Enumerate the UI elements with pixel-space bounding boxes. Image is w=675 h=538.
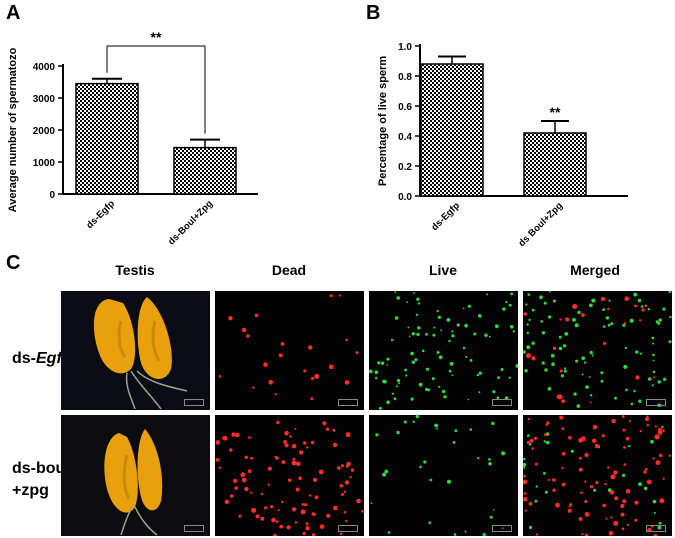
scale-bar: [492, 525, 512, 532]
y-axis-label: Percentage of live sperm: [377, 56, 389, 186]
y-tick-label: 3000: [33, 94, 56, 105]
bar-1: [420, 63, 484, 197]
scale-bar: [338, 399, 358, 406]
column-title-testis: Testis: [115, 262, 155, 278]
y-tick-label: 0.6: [398, 102, 412, 113]
scale-bar: [184, 525, 204, 532]
row-label-egfp-prefix: ds-: [12, 350, 36, 367]
y-tick-label: 0.8: [398, 72, 412, 83]
y-tick-label: 0.0: [398, 192, 412, 203]
column-title-live: Live: [428, 262, 457, 278]
panel-letter-b: B: [366, 2, 381, 24]
significance-bracket: [106, 45, 206, 134]
y-tick-label: 1.0: [398, 42, 412, 53]
testis-lobe-right: [137, 297, 172, 380]
micrograph-dead-egfp: [215, 291, 364, 410]
panel-letter-c: C: [6, 252, 21, 274]
y-tick-label: 0.2: [398, 162, 412, 173]
row-label-boul-zpg: ds-boul +zpg: [12, 458, 70, 502]
scale-bar: [184, 399, 204, 406]
column-title-merged: Merged: [570, 262, 620, 278]
chart-b: 0.0 0.2 0.4 0.6 0.8 1.0 Percentage of live spe…: [377, 42, 628, 249]
micrograph-live-boul-zpg: [369, 415, 518, 536]
significance-marker: **: [151, 29, 162, 45]
row-label-boul: ds-boul: [12, 460, 70, 477]
scale-bar: [492, 399, 512, 406]
x-tick-label: ds-Egfp: [84, 198, 117, 231]
x-tick-label: ds-Egfp: [429, 200, 462, 233]
row-label-zpg: +zpg: [12, 482, 49, 499]
testis-lobe-right: [137, 429, 163, 511]
y-tick-label: 0: [49, 190, 55, 201]
x-tick-label: ds-Boul+Zpg: [166, 198, 215, 247]
micrograph-merged-egfp: [523, 291, 672, 410]
micrograph-testis-boul-zpg: [61, 415, 210, 536]
y-tick-label: 4000: [33, 62, 56, 73]
y-axis-label: Average number of spermatozo: [7, 47, 19, 212]
micrograph-testis-egfp: [61, 291, 210, 410]
scale-bar: [646, 525, 666, 532]
scale-bar: [338, 525, 358, 532]
significance-marker: **: [550, 104, 561, 120]
bar-2: [523, 132, 587, 197]
column-title-dead: Dead: [271, 262, 307, 278]
y-tick-label: 1000: [33, 158, 56, 169]
testis-lobe-left: [104, 433, 138, 513]
panel-letter-a: A: [6, 2, 21, 24]
micrograph-merged-boul-zpg: [523, 415, 672, 536]
micrograph-dead-boul-zpg: [215, 415, 364, 536]
x-tick-label: ds Boul+Zpg: [516, 200, 565, 249]
chart-a: 0 1000 2000 3000 4000 Average number of sperm…: [7, 29, 258, 247]
y-tick-label: 2000: [33, 126, 56, 137]
micrograph-live-egfp: [369, 291, 518, 410]
bar-2: [173, 146, 237, 195]
bar-1: [75, 82, 139, 195]
scale-bar: [646, 399, 666, 406]
y-tick-label: 0.4: [398, 132, 412, 143]
